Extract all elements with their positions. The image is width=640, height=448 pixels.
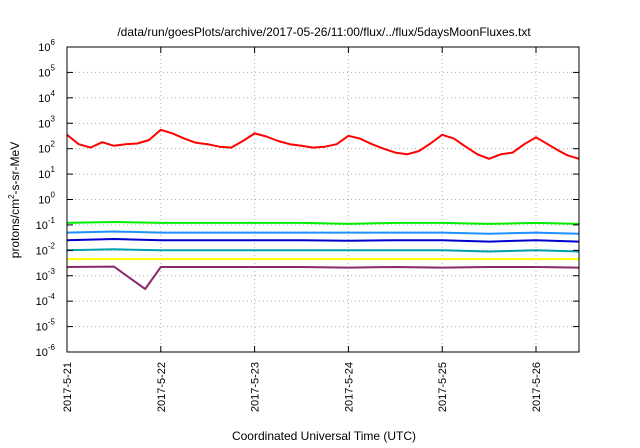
y-tick-exponent: 6	[51, 38, 56, 47]
y-tick-exponent: 2	[51, 140, 56, 149]
series-line-1	[66, 128, 580, 160]
x-tick-label: 2017-5-25	[437, 362, 449, 412]
y-tick-label: 100	[38, 191, 55, 207]
y-tick-base: 10	[38, 169, 50, 181]
y-axis-label-main: protons/cm	[8, 199, 22, 258]
y-tick-label: 10-5	[36, 318, 56, 334]
y-tick-label: 10-1	[36, 216, 56, 232]
y-tick-label: 104	[38, 89, 55, 105]
y-tick-label: 102	[38, 140, 55, 156]
y-tick-label: 105	[38, 63, 55, 79]
y-tick-base: 10	[36, 271, 48, 283]
y-tick-label: 10-2	[36, 241, 56, 257]
y-tick-exponent: 0	[51, 191, 56, 200]
y-tick-base: 10	[36, 245, 48, 257]
y-tick-label: 10-4	[36, 292, 56, 308]
x-tick-label: 2017-5-23	[250, 362, 262, 412]
x-tick-label: 2017-5-26	[531, 362, 543, 412]
y-tick-base: 10	[38, 195, 50, 207]
chart-title: /data/run/goesPlots/archive/2017-05-26/1…	[117, 25, 531, 39]
y-tick-exponent: -4	[48, 292, 56, 301]
series-line-5	[66, 248, 580, 253]
y-tick-exponent: -5	[48, 318, 56, 327]
y-tick-base: 10	[38, 42, 50, 54]
y-tick-exponent: -1	[48, 216, 56, 225]
series-line-2	[66, 221, 580, 225]
x-axis: 2017-5-21 2017-5-22 2017-5-23 2017-5-24 2017…	[62, 47, 543, 412]
series-line-4	[66, 238, 580, 243]
y-tick-exponent: 4	[51, 89, 56, 98]
series-group	[66, 128, 580, 290]
y-axis-label-rest: -s-sr-MeV	[8, 142, 22, 195]
y-tick-base: 10	[36, 296, 48, 308]
series-line-7	[66, 265, 580, 290]
y-tick-label: 10-3	[36, 267, 56, 283]
x-tick-label: 2017-5-21	[62, 362, 74, 412]
y-tick-label: 10-6	[36, 343, 56, 359]
y-tick-label: 106	[38, 38, 55, 54]
y-axis-label: protons/cm2-s-sr-MeV	[7, 142, 22, 258]
y-tick-exponent: -6	[48, 343, 56, 352]
y-axis: 10610510410310210110010-110-210-310-410-…	[36, 38, 579, 359]
y-tick-base: 10	[38, 93, 50, 105]
y-tick-base: 10	[36, 220, 48, 232]
x-tick-label: 2017-5-22	[156, 362, 168, 412]
y-tick-exponent: -3	[48, 267, 56, 276]
x-tick-label: 2017-5-24	[343, 362, 355, 412]
y-tick-exponent: 1	[51, 165, 56, 174]
y-tick-base: 10	[38, 67, 50, 79]
y-tick-base: 10	[38, 144, 50, 156]
x-axis-label: Coordinated Universal Time (UTC)	[232, 429, 416, 443]
y-tick-base: 10	[36, 347, 48, 359]
grid	[67, 47, 579, 352]
y-tick-exponent: -2	[48, 241, 56, 250]
y-tick-exponent: 5	[51, 63, 56, 72]
y-tick-base: 10	[38, 118, 50, 130]
y-tick-label: 103	[38, 114, 55, 130]
y-tick-base: 10	[36, 322, 48, 334]
y-tick-label: 101	[38, 165, 55, 181]
y-axis-label-sup: 2	[7, 194, 16, 199]
series-line-3	[66, 230, 580, 235]
y-tick-exponent: 3	[51, 114, 56, 123]
